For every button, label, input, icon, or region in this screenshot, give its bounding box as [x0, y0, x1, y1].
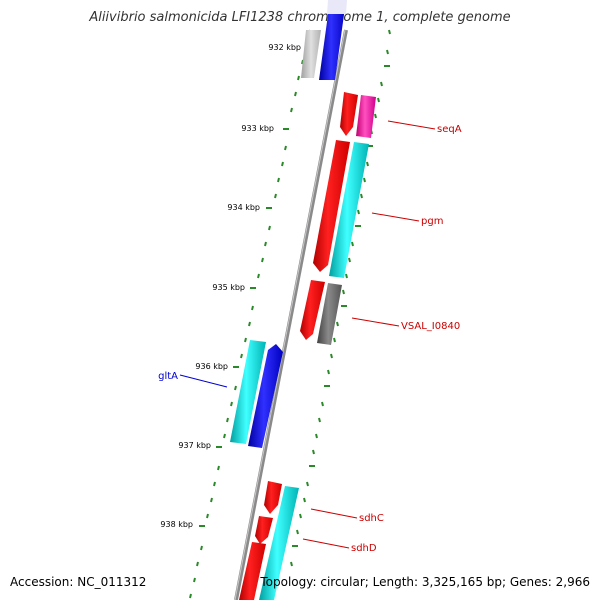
gene-label-pgm[interactable]: pgm — [421, 216, 443, 227]
gene-feature-cyan-gltA[interactable] — [230, 340, 266, 444]
gene-feature-pgm[interactable] — [313, 140, 350, 272]
kbp-label: 935 kbp — [212, 283, 245, 292]
gene-feature-vsal[interactable] — [300, 280, 325, 340]
kbp-label: 936 kbp — [195, 362, 228, 371]
kbp-label: 937 kbp — [178, 441, 211, 450]
gene-label-vsal[interactable]: VSAL_I0840 — [401, 321, 460, 332]
pgm-leader — [371, 212, 420, 222]
kbp-label: 933 kbp — [241, 124, 274, 133]
gene-label-seqA[interactable]: seqA — [437, 124, 462, 135]
gltA-leader — [179, 374, 228, 388]
gene-feature-sdhC[interactable] — [264, 481, 282, 514]
kbp-label: 938 kbp — [160, 520, 193, 529]
map-title: Aliivibrio salmonicida LFI1238 chromosom… — [89, 10, 511, 25]
gene-feature-seqA[interactable] — [340, 92, 358, 136]
backbone-line — [234, 29, 348, 600]
genome-info-text: Topology: circular; Length: 3,325,165 bp… — [260, 575, 590, 589]
gene-feature-gray[interactable] — [317, 283, 342, 345]
seqA-leader — [387, 120, 436, 130]
kbp-labels: 932 kbp 933 kbp 934 kbp 935 kbp 936 kbp … — [160, 43, 301, 529]
gene-feature-blue-top[interactable] — [319, 0, 346, 80]
gene-feature-gltA[interactable] — [248, 344, 283, 448]
gene-label-sdhC[interactable]: sdhC — [359, 513, 384, 524]
vsal-leader — [351, 317, 400, 327]
gene-feature-red-bottom[interactable] — [239, 542, 266, 600]
sdhD-leader — [302, 538, 350, 549]
gene-feature-white-top — [327, 0, 347, 14]
gene-feature-cyan-sdh[interactable] — [259, 486, 299, 600]
kbp-label: 934 kbp — [227, 203, 260, 212]
accession-text: Accession: NC_011312 — [10, 575, 147, 589]
gene-feature-magenta[interactable] — [356, 95, 376, 138]
gene-feature-cyan-pgm[interactable] — [329, 142, 369, 278]
gene-label-gltA[interactable]: gltA — [158, 371, 178, 382]
backbone-highlight — [234, 29, 346, 600]
kbp-label: 932 kbp — [268, 43, 301, 52]
sdhC-leader — [310, 508, 358, 519]
outer-tick-track — [290, 29, 391, 567]
gene-feature-lightgray[interactable] — [301, 30, 321, 78]
gene-label-sdhD[interactable]: sdhD — [351, 543, 377, 554]
gene-feature-sdhD[interactable] — [255, 516, 273, 544]
